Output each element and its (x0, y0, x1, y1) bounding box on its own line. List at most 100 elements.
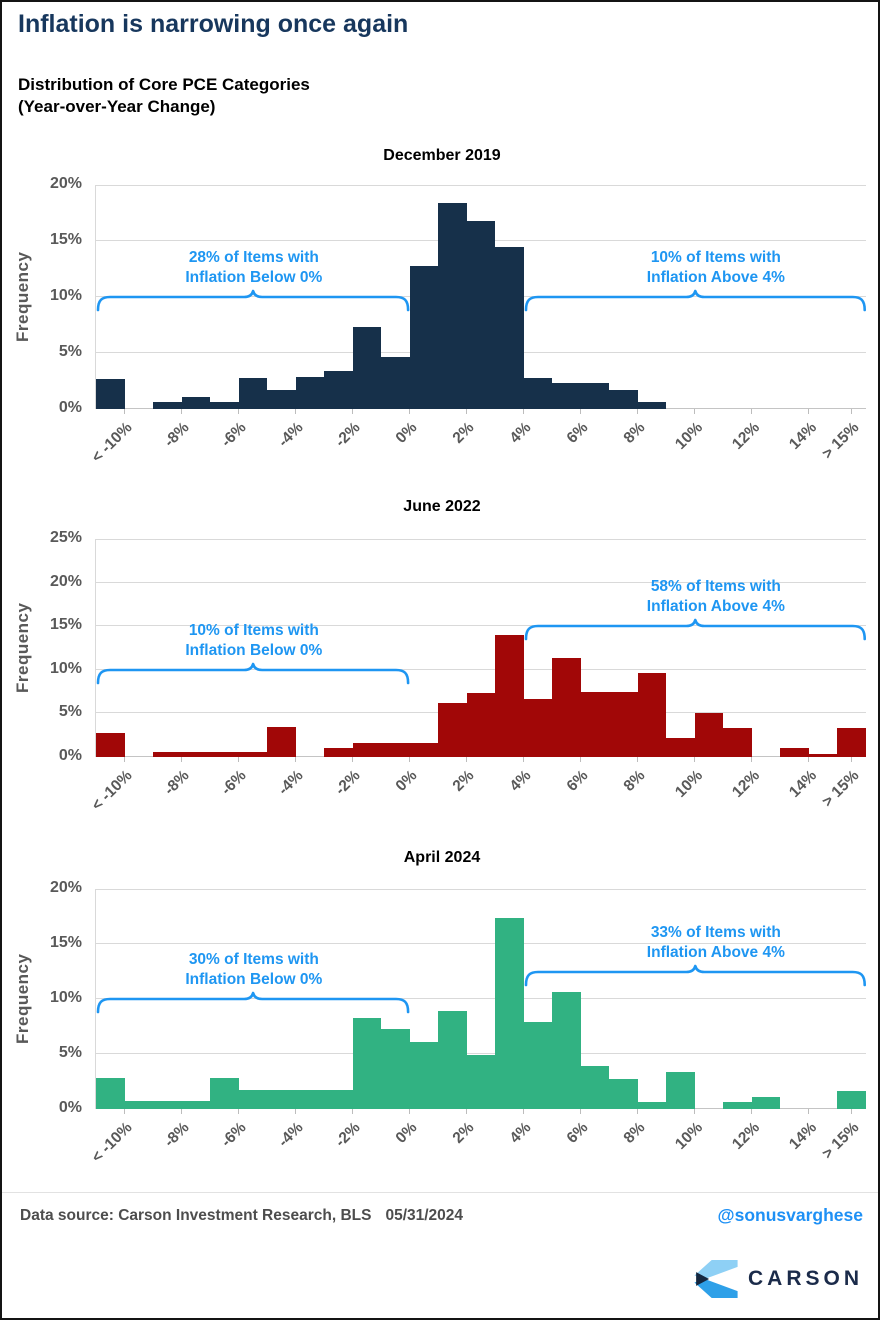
carson-logo: CARSON (694, 1260, 863, 1298)
x-tick (180, 757, 182, 762)
x-tick (180, 1109, 182, 1114)
y-tick-label: 10% (49, 989, 82, 1006)
x-tick-label-text: > 15% (819, 767, 863, 811)
histogram-bar (96, 1078, 125, 1109)
x-tick (850, 1109, 852, 1114)
histogram-bar (124, 1101, 154, 1109)
x-tick (750, 409, 752, 414)
x-tick-label-text: 10% (671, 1119, 706, 1153)
histogram-bar (666, 1071, 695, 1109)
histogram-bar (324, 1090, 353, 1109)
histogram-bar (352, 743, 382, 757)
annotation-label: 10% of Items with Inflation Above 4% (561, 248, 871, 288)
gridline (96, 185, 866, 186)
x-tick (294, 409, 296, 414)
histogram-bar (324, 748, 353, 757)
chart-december-2019: December 2019 Frequency 28% of Items wit… (2, 142, 878, 482)
chart-june-2022: June 2022 Frequency 10% of Items with Inf… (2, 482, 878, 833)
annotation-brace (96, 289, 410, 312)
x-tick-label-text: < -10% (88, 1119, 136, 1167)
histogram-bar (723, 1102, 752, 1109)
x-tick (351, 1109, 353, 1114)
annotation-label: 28% of Items with Inflation Below 0% (99, 248, 409, 288)
histogram-bar (96, 378, 125, 409)
histogram-bar (552, 383, 581, 409)
annotation-brace (524, 964, 867, 987)
author-handle: @sonusvarghese (717, 1205, 863, 1225)
x-tick-label-text: 12% (728, 1119, 763, 1153)
y-tick-label: 20% (49, 175, 82, 192)
chart-april-2024: April 2024 Frequency 30% of Items with In… (2, 832, 878, 1187)
x-tick-label-text: 14% (786, 419, 820, 453)
x-tick-label-text: 6% (563, 1119, 592, 1147)
gridline (96, 668, 866, 670)
x-tick-label-text: 14% (786, 767, 820, 801)
x-tick (636, 409, 638, 414)
page-subtitle: Distribution of Core PCE Categories (Yea… (18, 74, 310, 118)
histogram-bar (324, 370, 353, 409)
gridline (96, 1053, 866, 1054)
x-tick-label-text: 8% (621, 419, 649, 447)
x-tick (636, 1109, 638, 1114)
x-tick (850, 409, 852, 414)
subtitle-line-1: Distribution of Core PCE Categories (18, 75, 310, 94)
histogram-bar (495, 917, 524, 1109)
x-axis: < -10% -8% -6% -4% -2% 0% 2% 4% 6% 8% 10% 12% 14% > 1… (88, 757, 865, 833)
x-tick (579, 757, 581, 762)
histogram-bar (751, 1096, 781, 1109)
subtitle-line-2: (Year-over-Year Change) (18, 97, 216, 116)
annotation-label: 10% of Items with Inflation Below 0% (99, 621, 409, 661)
x-tick-label-text: -8% (161, 419, 193, 451)
histogram-bar (181, 396, 211, 409)
annotation-line: Inflation Above 4% (646, 269, 785, 286)
x-tick-label-text: 8% (621, 1119, 649, 1147)
histogram-bar (580, 1066, 610, 1109)
histogram-bar (238, 377, 268, 409)
x-tick-label-text: 2% (449, 419, 478, 447)
x-tick (294, 757, 296, 762)
x-tick (750, 1109, 752, 1114)
histogram-bar (96, 732, 125, 757)
annotation-line: 30% of Items with (188, 951, 319, 968)
histogram-bar (580, 692, 610, 757)
x-tick (579, 409, 581, 414)
histogram-bar (267, 727, 296, 757)
x-tick-label-text: 12% (728, 419, 763, 453)
histogram-bar (523, 377, 553, 409)
annotation-label: 33% of Items with Inflation Above 4% (561, 923, 871, 963)
x-tick-label-text: 12% (728, 767, 763, 801)
x-tick (351, 757, 353, 762)
plot-area: 28% of Items with Inflation Below 0% 10% o… (95, 185, 866, 409)
x-tick (294, 1109, 296, 1114)
x-tick-label-text: -6% (218, 767, 250, 799)
x-tick-label-text: < -10% (88, 767, 136, 815)
histogram-bar (609, 1079, 638, 1109)
x-tick (693, 757, 695, 762)
histogram-bar (637, 1102, 667, 1109)
x-tick (237, 757, 239, 762)
histogram-bar (438, 202, 467, 409)
x-tick (408, 1109, 410, 1114)
x-tick (807, 409, 809, 414)
chart-title: June 2022 (403, 498, 481, 515)
histogram-bar (694, 713, 724, 757)
y-tick-label: 0% (58, 399, 82, 416)
data-source-text: Data source: Carson Investment Research,… (20, 1207, 463, 1225)
histogram-bar (181, 751, 211, 757)
histogram-bar (210, 751, 239, 757)
plot-area: 10% of Items with Inflation Below 0% 58% o… (95, 539, 866, 757)
histogram-bar (238, 1090, 268, 1109)
histogram-bar (837, 728, 866, 757)
x-tick-label-text: 4% (506, 1119, 535, 1147)
y-tick-label: 5% (58, 343, 82, 360)
plot-area: 30% of Items with Inflation Below 0% 33% o… (95, 889, 866, 1109)
histogram-bar (153, 402, 182, 409)
x-tick-label-text: -4% (275, 419, 307, 451)
x-tick-label-text: 4% (506, 767, 535, 795)
histogram-bar (666, 737, 695, 757)
annotation-line: 58% of Items with (650, 578, 781, 596)
x-tick-label-text: > 15% (819, 1119, 863, 1163)
histogram-bar (210, 1078, 239, 1109)
y-tick-label: 10% (49, 287, 82, 304)
